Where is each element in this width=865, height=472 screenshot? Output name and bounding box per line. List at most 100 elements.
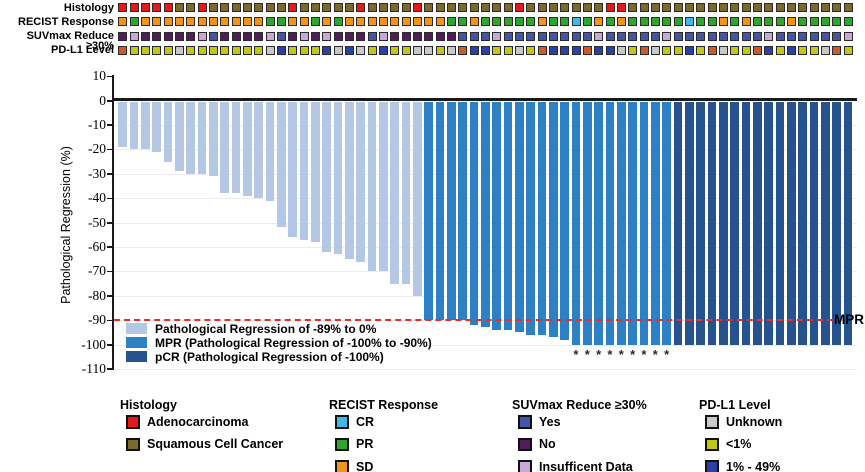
annotation-square-recist <box>322 17 332 27</box>
annotation-square-pdl1 <box>367 45 377 55</box>
annotation-square-pdl1 <box>242 45 252 55</box>
regression-bar <box>809 101 819 345</box>
regression-bar <box>435 101 445 321</box>
annotation-square-suvmax <box>764 31 774 41</box>
annotation-square-pdl1 <box>696 45 706 55</box>
regression-bar <box>786 101 796 345</box>
annotation-square-recist <box>152 17 162 27</box>
annotation-square-suvmax <box>458 31 468 41</box>
annotation-square-pdl1 <box>718 45 728 55</box>
annotation-square-suvmax <box>186 31 196 41</box>
annotation-square-histology <box>752 3 762 12</box>
annotation-square-pdl1 <box>322 45 332 55</box>
axis-tick <box>107 270 113 273</box>
plot-legend-swatch <box>126 322 147 334</box>
annotation-square-histology <box>548 3 558 12</box>
annotation-square-pdl1 <box>446 45 456 55</box>
regression-bar <box>537 101 547 335</box>
annotation-square-histology <box>163 3 173 12</box>
annotation-square-pdl1 <box>673 45 683 55</box>
annotation-square-suvmax <box>152 31 162 41</box>
annotation-square-suvmax <box>503 31 513 41</box>
regression-bar <box>265 101 275 201</box>
annotation-square-suvmax <box>673 31 683 41</box>
annotation-square-histology <box>401 3 411 12</box>
regression-bar <box>208 101 218 177</box>
annotation-square-pdl1 <box>220 45 230 55</box>
annotation-square-recist <box>356 17 366 27</box>
regression-bar <box>616 101 626 345</box>
annotation-square-pdl1 <box>299 45 309 55</box>
regression-bar <box>401 101 411 284</box>
annotation-square-suvmax <box>718 31 728 41</box>
annotation-square-recist <box>288 17 298 27</box>
annotation-square-recist <box>537 17 547 27</box>
y-tick-label: -60 <box>88 238 106 254</box>
annotation-square-histology <box>378 3 388 12</box>
track-label-pdl1: PD-L1 Level <box>51 44 114 57</box>
asterisk-marker: * <box>584 346 590 362</box>
y-axis-title: Pathological Regression (%) <box>59 146 73 304</box>
bottom-legend-label: No <box>539 437 556 451</box>
annotation-square-pdl1 <box>469 45 479 55</box>
annotation-square-recist <box>186 17 196 27</box>
annotation-square-suvmax <box>594 31 604 41</box>
axis-tick <box>107 197 113 200</box>
regression-bar <box>503 101 513 330</box>
annotation-square-histology <box>594 3 604 12</box>
plot-legend-label: pCR (Pathological Regression of -100%) <box>155 349 384 364</box>
annotation-square-recist <box>242 17 252 27</box>
annotation-square-suvmax <box>401 31 411 41</box>
annotation-square-recist <box>798 17 808 27</box>
y-tick-label: -20 <box>88 141 106 157</box>
annotation-square-histology <box>276 3 286 12</box>
regression-bar <box>140 101 150 150</box>
regression-bar <box>662 101 671 345</box>
y-tick-label: -110 <box>81 360 106 376</box>
bottom-legend-label: 1% - 49% <box>726 459 781 472</box>
annotation-square-recist <box>276 17 286 27</box>
annotation-square-suvmax <box>696 31 706 41</box>
annotation-square-histology <box>265 3 275 12</box>
annotation-square-pdl1 <box>537 45 547 55</box>
annotation-square-recist <box>197 17 207 27</box>
annotation-square-pdl1 <box>560 45 570 55</box>
annotation-square-recist <box>832 17 842 27</box>
annotation-square-suvmax <box>424 31 434 41</box>
annotation-square-pdl1 <box>503 45 513 55</box>
annotation-square-pdl1 <box>707 45 717 55</box>
bottom-legend-swatch <box>705 460 719 472</box>
annotation-square-suvmax <box>526 31 536 41</box>
annotation-square-suvmax <box>378 31 388 41</box>
regression-bar <box>118 101 127 147</box>
regression-bar <box>718 101 728 345</box>
annotation-square-suvmax <box>650 31 660 41</box>
annotation-square-histology <box>299 3 309 12</box>
bottom-legend-swatch <box>335 460 349 472</box>
annotation-square-pdl1 <box>616 45 626 55</box>
annotation-square-pdl1 <box>492 45 502 55</box>
regression-bar <box>231 101 241 194</box>
regression-bar <box>288 101 297 238</box>
annotation-square-recist <box>843 17 853 27</box>
annotation-square-suvmax <box>832 31 842 41</box>
annotation-square-histology <box>537 3 547 12</box>
annotation-square-suvmax <box>367 31 377 41</box>
y-tick-label: -80 <box>88 287 106 303</box>
annotation-square-recist <box>140 17 150 27</box>
annotation-square-suvmax <box>412 31 422 41</box>
regression-bar <box>820 101 830 345</box>
annotation-square-histology <box>560 3 570 12</box>
regression-bar <box>752 101 762 345</box>
bottom-legend-swatch <box>126 437 140 451</box>
regression-bar <box>322 101 331 252</box>
regression-bar <box>174 101 184 172</box>
annotation-square-suvmax <box>242 31 252 41</box>
plot-legend-item: Pathological Regression of -89% to 0% <box>126 322 486 336</box>
regression-bar <box>832 101 841 345</box>
axis-tick <box>107 368 113 370</box>
annotation-square-recist <box>503 17 513 27</box>
regression-bar <box>628 101 637 345</box>
annotation-square-recist <box>378 17 388 27</box>
annotation-square-recist <box>344 17 354 27</box>
